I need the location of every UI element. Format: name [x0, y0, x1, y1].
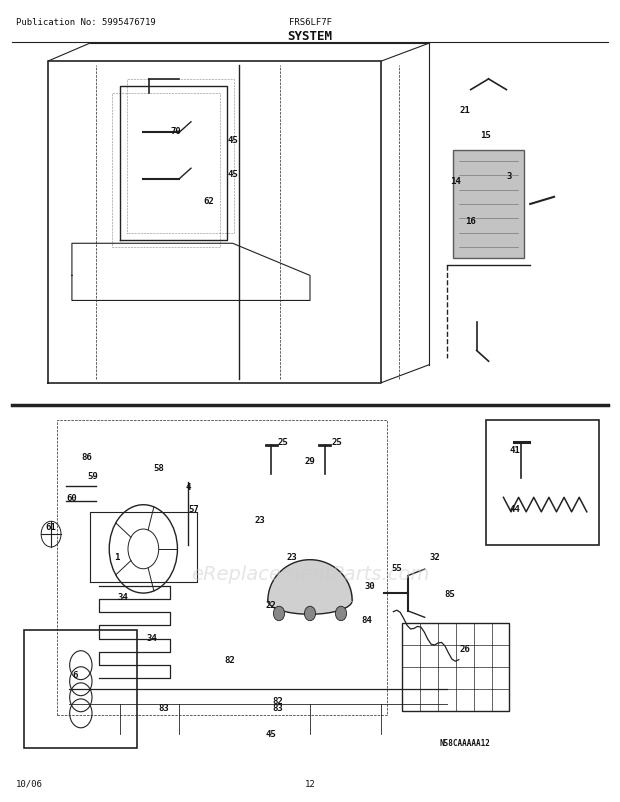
Text: 6: 6: [72, 670, 78, 679]
Text: 30: 30: [364, 581, 375, 590]
Text: 15: 15: [480, 131, 491, 140]
Text: 41: 41: [510, 445, 521, 454]
Text: 62: 62: [203, 196, 214, 205]
Text: 14: 14: [451, 177, 461, 186]
Ellipse shape: [268, 587, 352, 614]
Text: 1: 1: [114, 552, 119, 561]
Text: 44: 44: [510, 504, 521, 513]
Text: 3: 3: [507, 172, 512, 180]
Text: 32: 32: [430, 552, 440, 561]
Text: 60: 60: [66, 493, 78, 502]
Text: FRS6LF7F: FRS6LF7F: [288, 18, 332, 26]
Text: 45: 45: [228, 136, 238, 145]
Text: 55: 55: [391, 563, 402, 572]
Text: 70: 70: [170, 127, 182, 136]
Text: 34: 34: [147, 634, 157, 642]
Text: 59: 59: [87, 471, 98, 480]
Bar: [485, 420, 599, 545]
Text: 16: 16: [466, 217, 476, 225]
Text: 26: 26: [459, 644, 470, 654]
Text: 86: 86: [81, 452, 92, 461]
Text: 85: 85: [445, 589, 455, 598]
Text: 29: 29: [304, 456, 316, 465]
Text: Publication No: 5995476719: Publication No: 5995476719: [16, 18, 155, 26]
Circle shape: [335, 606, 347, 621]
Text: 34: 34: [117, 593, 128, 602]
Bar: [24, 630, 138, 748]
Text: 82: 82: [224, 655, 235, 664]
Text: N58CAAAAA12: N58CAAAAA12: [440, 739, 490, 747]
Text: 25: 25: [332, 438, 342, 447]
Circle shape: [304, 606, 316, 621]
Text: 23: 23: [254, 515, 265, 525]
Text: 45: 45: [228, 170, 238, 179]
Text: 22: 22: [266, 600, 277, 609]
Polygon shape: [453, 151, 525, 258]
Text: 4: 4: [185, 482, 191, 491]
Text: 82: 82: [272, 696, 283, 705]
Text: SYSTEM: SYSTEM: [288, 30, 332, 43]
Text: 83: 83: [159, 703, 169, 712]
Text: 83: 83: [272, 703, 283, 712]
Text: 12: 12: [304, 779, 316, 788]
Text: 58: 58: [153, 464, 164, 472]
Text: 45: 45: [266, 729, 277, 738]
Text: 61: 61: [46, 523, 56, 532]
Text: 21: 21: [459, 106, 470, 115]
Text: 23: 23: [287, 552, 298, 561]
Text: 10/06: 10/06: [16, 779, 42, 788]
Text: 25: 25: [278, 438, 288, 447]
Text: 84: 84: [361, 615, 372, 624]
Bar: [402, 623, 510, 711]
Circle shape: [273, 606, 285, 621]
Text: 57: 57: [188, 504, 199, 513]
Text: eReplacementParts.com: eReplacementParts.com: [191, 564, 429, 583]
